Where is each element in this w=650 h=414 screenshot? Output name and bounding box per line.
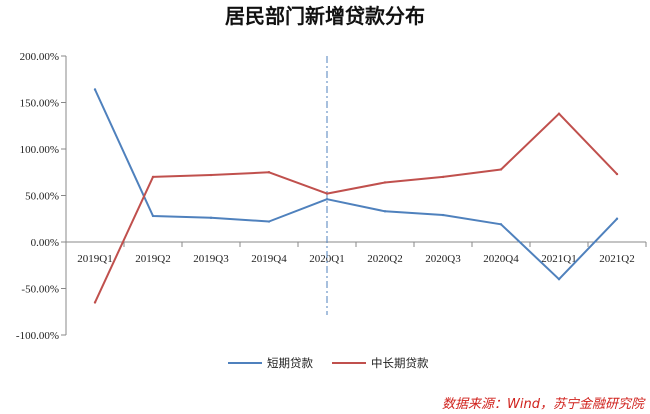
chart-title: 居民部门新增贷款分布 <box>225 4 425 28</box>
x-tick-label: 2019Q3 <box>193 253 229 265</box>
data-point-short-term <box>499 223 503 226</box>
y-axis: 200.00% 150.00% 100.00% 50.00% 0.00% -50.00% -… <box>16 51 66 342</box>
data-point-long-term <box>93 301 97 304</box>
data-point-short-term <box>209 216 213 220</box>
y-tick-label: 200.00% <box>20 51 59 63</box>
data-point-short-term <box>383 210 387 213</box>
y-tick-label: 50.00% <box>25 191 59 203</box>
x-tick-label: 2019Q4 <box>251 253 287 265</box>
data-point-short-term <box>557 278 561 281</box>
x-tick-label: 2020Q4 <box>483 253 519 265</box>
y-tick-label: 100.00% <box>20 144 59 156</box>
y-tick-label: -50.00% <box>21 284 59 296</box>
data-point-long-term <box>151 175 155 179</box>
x-tick-label: 2020Q2 <box>367 253 402 265</box>
data-point-long-term <box>615 172 619 176</box>
x-tick-label: 2019Q1 <box>77 253 112 265</box>
x-axis: 2019Q1 2019Q2 2019Q3 2019Q4 2020Q1 2020Q2 2020… <box>65 241 647 265</box>
data-point-short-term <box>151 214 155 218</box>
series-group <box>93 88 619 304</box>
data-point-long-term <box>209 173 213 177</box>
data-point-long-term <box>383 181 387 184</box>
x-tick-label: 2020Q3 <box>425 253 461 265</box>
x-tick-label: 2021Q1 <box>541 253 576 265</box>
data-point-long-term <box>325 192 329 195</box>
data-point-long-term <box>499 168 503 171</box>
y-tick-label: -100.00% <box>16 330 59 342</box>
data-point-short-term <box>93 88 97 91</box>
series-line-short-term <box>94 89 618 281</box>
x-tick-label: 2020Q1 <box>309 253 344 265</box>
x-tick-label: 2021Q2 <box>599 253 634 265</box>
legend-label-short-term: 短期贷款 <box>267 356 313 370</box>
data-point-short-term <box>441 213 445 217</box>
data-point-long-term <box>267 171 271 174</box>
source-note: 数据来源：Wind，苏宁金融研究院 <box>442 396 646 412</box>
x-tick-label: 2019Q2 <box>135 253 170 265</box>
y-tick-label: 150.00% <box>20 98 59 110</box>
y-tick-label: 0.00% <box>31 237 59 249</box>
legend-label-long-term: 中长期贷款 <box>371 356 429 370</box>
data-point-short-term <box>615 217 619 220</box>
legend: 短期贷款 中长期贷款 <box>228 356 429 370</box>
data-point-long-term <box>557 112 561 115</box>
data-point-short-term <box>267 220 271 223</box>
series-line-long-term <box>94 112 618 303</box>
data-point-short-term <box>325 198 329 201</box>
data-point-long-term <box>441 175 445 179</box>
